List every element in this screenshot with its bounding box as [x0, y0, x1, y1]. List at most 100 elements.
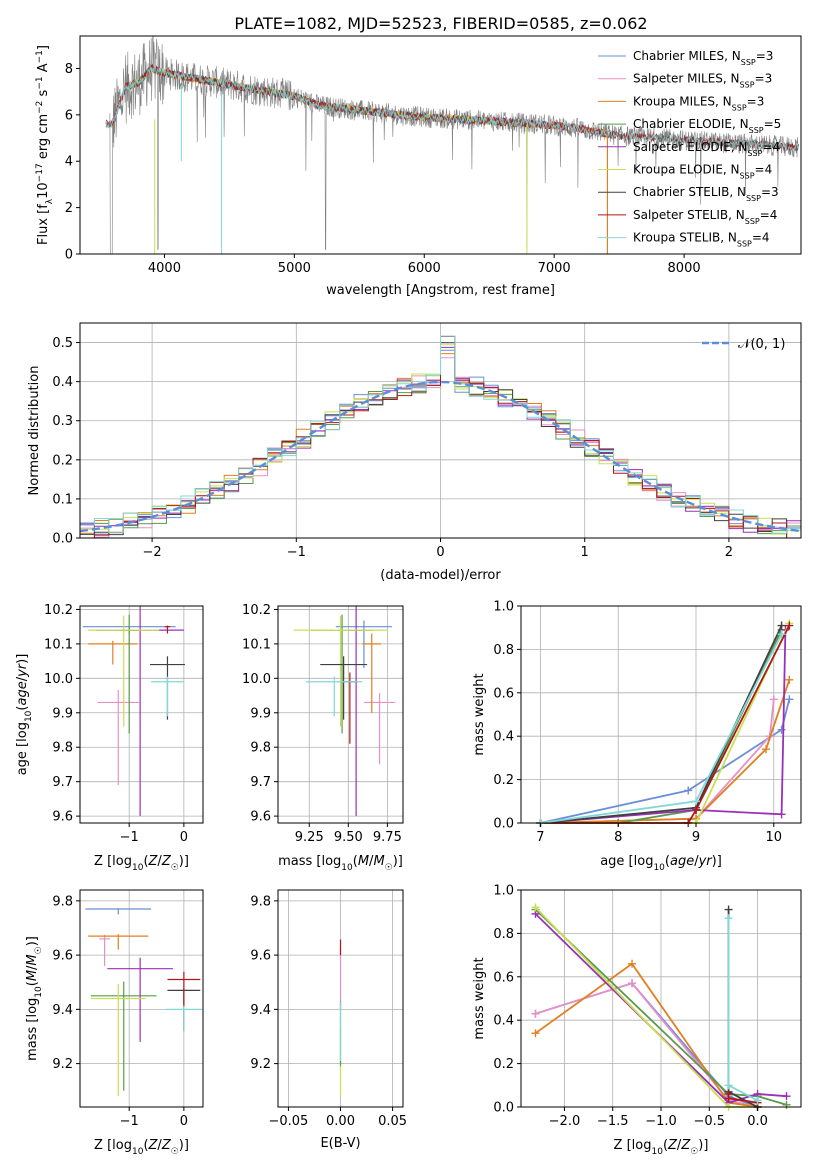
legend-entry: Kroupa MILES, NSSP=3 — [633, 94, 764, 112]
y-tick-label: 9.7 — [52, 775, 73, 790]
x-tick-label: 0 — [180, 1114, 188, 1129]
y-tick-label: 9.4 — [52, 1003, 73, 1018]
x-tick-label: 0 — [436, 545, 444, 560]
x-tick-label: 9.25 — [295, 830, 324, 845]
spectrum-legend: Chabrier MILES, NSSP=3 Salpeter MILES, NS… — [598, 49, 781, 248]
y-tick-label: 10.2 — [44, 603, 73, 618]
x-tick-label: −0.5 — [693, 1114, 725, 1129]
age-vs-Z-frame: −1 0 9.6 9.7 9.8 9.9 10.0 10.1 10.2 — [44, 603, 204, 845]
y-tick-label: 0.4 — [493, 730, 514, 745]
weight-line — [540, 699, 791, 824]
y-axis-label: mass weight — [472, 957, 487, 1039]
legend-entry: Chabrier MILES, NSSP=3 — [633, 49, 773, 67]
y-tick-label: 9.6 — [250, 949, 271, 964]
weight-line — [540, 629, 783, 824]
figure-title: PLATE=1082, MJD=52523, FIBERID=0585, z=0… — [234, 14, 647, 33]
y-tick-label: 0.3 — [52, 414, 73, 429]
x-tick-label: −1 — [120, 830, 139, 845]
y-tick-label: 9.4 — [250, 1003, 271, 1018]
weight-marker — [782, 1092, 791, 1101]
x-tick-label: 10 — [766, 830, 783, 845]
weight-marker — [628, 979, 637, 988]
x-tick-label: 1 — [581, 545, 589, 560]
y-tick-label: 9.9 — [52, 706, 73, 721]
x-tick-label: 0.05 — [378, 1114, 407, 1129]
spectrum-lines — [105, 36, 799, 254]
x-tick-label: 8 — [614, 830, 622, 845]
weight-line — [540, 633, 783, 824]
y-tick-label: 0.6 — [493, 970, 514, 985]
legend-entry: Salpeter ELODIE, NSSP=4 — [633, 140, 780, 158]
x-tick-label: 5000 — [278, 261, 311, 276]
axes-frame — [79, 35, 802, 255]
age-vs-Z-axes — [80, 606, 203, 823]
age-vs-mass-frame: 9.25 9.50 9.75 9.6 9.7 9.8 9.9 10.0 10.1 10.2 — [242, 603, 404, 845]
y-tick-label: 0.8 — [493, 643, 514, 658]
weight-marker — [628, 959, 637, 968]
y-tick-label: 10.1 — [242, 637, 271, 652]
x-tick-label: −2 — [143, 545, 162, 560]
gaussian-curve — [79, 380, 802, 533]
weight-line — [540, 629, 787, 824]
y-tick-label: 0.0 — [493, 817, 514, 832]
y-tick-label: 2 — [65, 201, 73, 216]
weight-marker — [753, 1096, 762, 1105]
x-tick-label: 0.00 — [326, 1114, 355, 1129]
legend-entry: Salpeter STELIB, NSSP=4 — [633, 208, 777, 226]
weight-marker — [785, 621, 794, 630]
residuals-frame: −2 −1 0 1 2 0.0 0.1 0.2 0.3 0.4 0.5 — [52, 322, 802, 560]
y-tick-label: 0.2 — [493, 1057, 514, 1072]
y-tick-label: 9.8 — [52, 894, 73, 909]
legend-entry: Chabrier ELODIE, NSSP=5 — [633, 117, 781, 135]
x-tick-label: −0.05 — [268, 1114, 308, 1129]
y-tick-label: 0.5 — [52, 336, 73, 351]
y-tick-label: 1.0 — [493, 600, 514, 615]
weight-line — [534, 908, 787, 1106]
legend-entry: Kroupa ELODIE, NSSP=4 — [633, 163, 772, 181]
y-tick-label: 1.0 — [493, 884, 514, 899]
legend-entry: Chabrier STELIB, NSSP=3 — [633, 185, 779, 203]
weight-line — [535, 982, 758, 1108]
y-tick-label: 10.2 — [242, 603, 271, 618]
mass-vs-ebv-frame: −0.05 0.00 0.05 9.2 9.4 9.6 9.8 — [250, 889, 407, 1129]
weight-marker — [684, 786, 693, 795]
x-tick-label: 4000 — [148, 261, 181, 276]
weight-line — [540, 623, 791, 824]
model-spectrum-line — [105, 66, 799, 152]
weight-marker — [785, 695, 794, 704]
y-tick-label: 9.9 — [250, 706, 271, 721]
x-tick-label: 7000 — [538, 261, 571, 276]
y-tick-label: 9.2 — [52, 1057, 73, 1072]
axes-frame — [277, 605, 404, 824]
histogram-step — [80, 335, 801, 534]
y-tick-label: 8 — [65, 62, 73, 77]
y-tick-label: 0.0 — [493, 1101, 514, 1116]
y-tick-label: 10.0 — [44, 672, 73, 687]
mass-vs-Z-frame: −1 0 9.2 9.4 9.6 9.8 — [52, 889, 204, 1129]
x-tick-label: 7 — [536, 830, 544, 845]
x-tick-label: 2 — [725, 545, 733, 560]
spectrum-frame: 4000 5000 6000 7000 8000 0 2 4 6 8 — [65, 35, 802, 276]
legend-entry: 𝒩(0, 1) — [738, 337, 785, 352]
weight-marker — [769, 695, 778, 704]
weight-vs-age-frame: 7 8 9 10 0.0 0.2 0.4 0.6 0.8 1.0 — [493, 600, 802, 845]
weight-marker — [777, 810, 786, 819]
y-tick-label: 0 — [65, 248, 73, 263]
x-axis-label: E(B-V) — [320, 1136, 360, 1151]
weight-vs-age-lines — [536, 619, 794, 827]
x-tick-label: 0.0 — [747, 1114, 768, 1129]
y-tick-label: 9.6 — [52, 949, 73, 964]
weight-line — [540, 625, 783, 824]
y-tick-label: 0.2 — [493, 773, 514, 788]
axes-frame — [79, 605, 204, 824]
weight-vs-Z-frame: −2.0 −1.5 −1.0 −0.5 0.0 0.0 0.2 0.4 0.6 0.8 1.0 — [493, 884, 802, 1129]
legend-entry: Kroupa STELIB, NSSP=4 — [633, 231, 770, 249]
x-axis-label: mass [log10(M/M☉)] — [278, 854, 403, 873]
x-axis-label: age [log10(age/yr)] — [600, 854, 722, 873]
weight-marker — [724, 914, 733, 923]
weight-vs-Z-axes — [521, 889, 801, 1108]
y-tick-label: 9.8 — [250, 894, 271, 909]
y-tick-label: 9.2 — [250, 1057, 271, 1072]
y-tick-label: 0.0 — [52, 532, 73, 547]
